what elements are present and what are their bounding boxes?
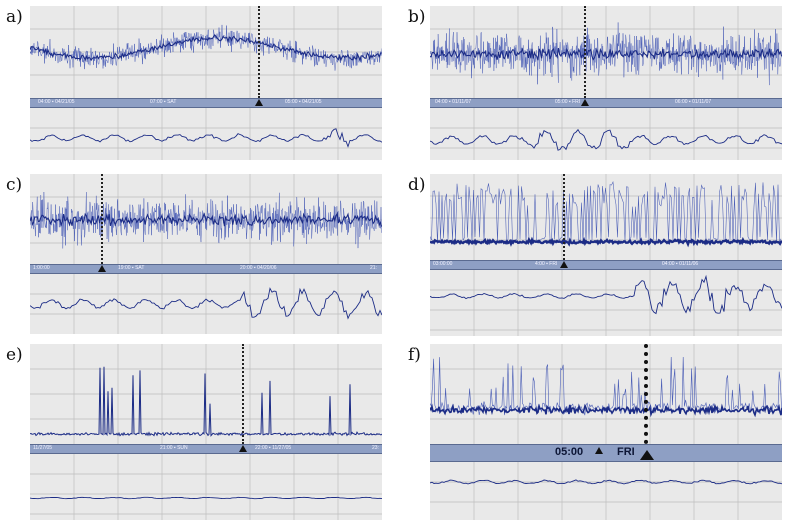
time-label: 03:00:00 [433, 261, 453, 267]
uterine-activity-chart [430, 108, 782, 160]
time-label: 4:00 ▪ FRI [535, 261, 558, 267]
panel-d: d) 03:00:00 4:00 ▪ FRI 04:00 ▪ 01/11/06 [400, 170, 800, 340]
ctg-trace-chart [30, 174, 382, 264]
time-label: 22:00 ▪ 11/27/05 [255, 445, 292, 451]
uterine-activity-chart [430, 270, 782, 336]
panel-label: e) [6, 345, 23, 365]
heart-rate-trace [430, 174, 782, 260]
time-label: 04:00 ▪ 04/21/05 [38, 99, 75, 105]
heart-rate-trace [30, 174, 382, 264]
panel-e: e) 11/27/05 21:00 ▪ SUN 22:00 ▪ 11/27/05… [0, 340, 390, 526]
cursor-marker[interactable] [239, 445, 247, 452]
uterine-trace [30, 108, 382, 160]
time-cursor[interactable] [242, 344, 244, 444]
time-label: 07:00 ▪ SAT [150, 99, 177, 105]
panel-b: b) 04:00 ▪ 01/11/07 05:00 ▪ FRI 06:00 ▪ … [400, 0, 800, 165]
time-label: 04:00 ▪ 01/11/06 [662, 261, 699, 267]
time-label: FRI [617, 446, 635, 458]
cursor-marker[interactable] [640, 450, 654, 460]
panel-a: a) 04:00 ▪ 04/21/05 07:00 ▪ SAT 05:00 ▪ … [0, 0, 390, 165]
heart-rate-trace [30, 6, 382, 98]
time-label: 11/27/05 [33, 445, 53, 451]
time-label: 23: [372, 445, 379, 451]
panel-f: f) 05:00 FRI [400, 340, 800, 526]
cursor-marker[interactable] [560, 261, 568, 268]
time-cursor[interactable] [258, 6, 260, 98]
time-label: 06:00 ▪ 01/11/07 [675, 99, 712, 105]
panel-label: c) [6, 175, 23, 195]
uterine-activity-chart [30, 454, 382, 520]
time-marker [595, 447, 603, 454]
panel-label: a) [6, 7, 23, 27]
uterine-trace [30, 274, 382, 334]
panel-c: c) 1:00:00 19:00 ▪ SAT 20:00 ▪ 04/20/06 … [0, 170, 390, 340]
time-label: 19:00 ▪ SAT [118, 265, 145, 271]
time-label: 05:00 ▪ 04/21/05 [285, 99, 322, 105]
time-label: 05:00 ▪ FRI [555, 99, 581, 105]
uterine-activity-chart [30, 108, 382, 160]
panel-label: d) [408, 175, 426, 195]
uterine-activity-chart [30, 274, 382, 334]
heart-rate-trace [430, 6, 782, 98]
uterine-trace [430, 270, 782, 336]
uterine-trace [430, 108, 782, 160]
ctg-trace-chart [430, 6, 782, 98]
time-bar: 11/27/05 21:00 ▪ SUN 22:00 ▪ 11/27/05 23… [30, 444, 382, 454]
time-label: 05:00 [555, 446, 584, 458]
uterine-activity-chart [430, 462, 782, 520]
ctg-trace-chart [30, 344, 382, 444]
time-bar: 05:00 FRI [430, 444, 782, 462]
uterine-trace [30, 454, 382, 520]
panel-label: f) [408, 345, 421, 365]
cursor-marker[interactable] [255, 99, 263, 106]
time-bar: 1:00:00 19:00 ▪ SAT 20:00 ▪ 04/20/06 21: [30, 264, 382, 274]
time-label: 21: [370, 265, 377, 271]
cursor-marker[interactable] [98, 265, 106, 272]
time-label: 21:00 ▪ SUN [160, 445, 188, 451]
uterine-trace [430, 462, 782, 520]
cursor-marker[interactable] [581, 99, 589, 106]
ctg-trace-chart [30, 6, 382, 98]
ctg-trace-chart [430, 174, 782, 260]
time-label: 04:00 ▪ 01/11/07 [435, 99, 472, 105]
time-cursor[interactable] [101, 174, 103, 264]
heart-rate-trace [430, 344, 782, 444]
ctg-trace-chart [430, 344, 782, 444]
panel-label: b) [408, 7, 426, 27]
time-cursor[interactable] [584, 6, 586, 98]
time-label: 1:00:00 [33, 265, 50, 271]
time-label: 20:00 ▪ 04/20/06 [240, 265, 277, 271]
time-bar: 04:00 ▪ 04/21/05 07:00 ▪ SAT 05:00 ▪ 04/… [30, 98, 382, 108]
time-bar: 03:00:00 4:00 ▪ FRI 04:00 ▪ 01/11/06 [430, 260, 782, 270]
time-cursor[interactable] [563, 174, 565, 260]
heart-rate-trace [30, 344, 382, 444]
time-cursor[interactable] [644, 344, 648, 444]
time-bar: 04:00 ▪ 01/11/07 05:00 ▪ FRI 06:00 ▪ 01/… [430, 98, 782, 108]
